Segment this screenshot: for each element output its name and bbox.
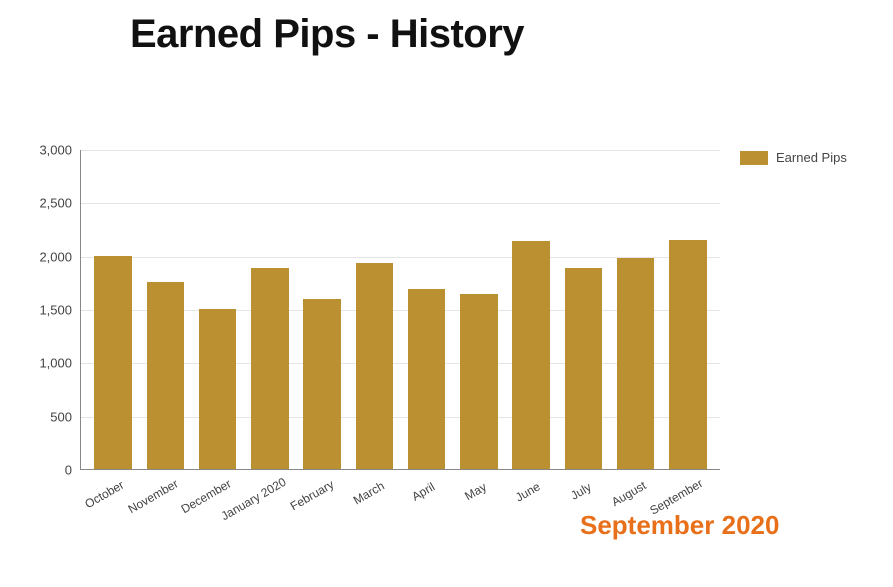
bar [512,241,550,469]
chart-title: Earned Pips - History [130,12,524,57]
bar-slot [244,150,296,469]
bar-slot [192,150,244,469]
bar-slot [87,150,139,469]
x-label-slot: March [348,476,400,536]
bar [251,268,289,469]
bar [356,263,394,469]
y-tick-label: 500 [50,409,72,424]
bar [669,240,707,469]
bar-slot [348,150,400,469]
bar [460,294,498,469]
y-tick-label: 0 [65,463,72,478]
y-tick-label: 2,500 [39,196,72,211]
x-label-slot: May [452,476,504,536]
bar-slot [401,150,453,469]
bar [565,268,603,469]
bar [147,282,185,469]
bars-group [81,150,720,469]
y-tick-label: 1,500 [39,303,72,318]
legend-label: Earned Pips [776,150,847,165]
footer-caption: September 2020 [580,510,779,541]
bar-slot [453,150,505,469]
x-label-slot: June [505,476,557,536]
bar [94,256,132,469]
bar [408,289,446,469]
x-tick-label: July [568,480,593,503]
bar-slot [505,150,557,469]
x-tick-label: February [288,477,337,513]
legend: Earned Pips [740,150,847,165]
x-tick-label: October [83,478,127,511]
y-axis: 05001,0001,5002,0002,5003,000 [20,150,80,470]
bar-slot [296,150,348,469]
chart-container: 05001,0001,5002,0002,5003,000 OctoberNov… [20,150,870,550]
x-tick-label: May [463,480,490,503]
plot-area [80,150,720,470]
x-tick-label: August [610,478,649,509]
y-tick-label: 3,000 [39,143,72,158]
bar-slot [662,150,714,469]
x-tick-label: April [409,480,437,504]
x-tick-label: March [351,479,387,508]
x-label-slot: April [400,476,452,536]
bar-slot [610,150,662,469]
y-tick-label: 2,000 [39,249,72,264]
bar-slot [139,150,191,469]
x-tick-label: June [513,479,543,504]
bar [303,299,341,469]
x-label-slot: January 2020 [243,476,295,536]
bar [617,258,655,469]
bar-slot [557,150,609,469]
y-tick-label: 1,000 [39,356,72,371]
bar [199,309,237,469]
legend-swatch [740,151,768,165]
x-label-slot: February [295,476,347,536]
